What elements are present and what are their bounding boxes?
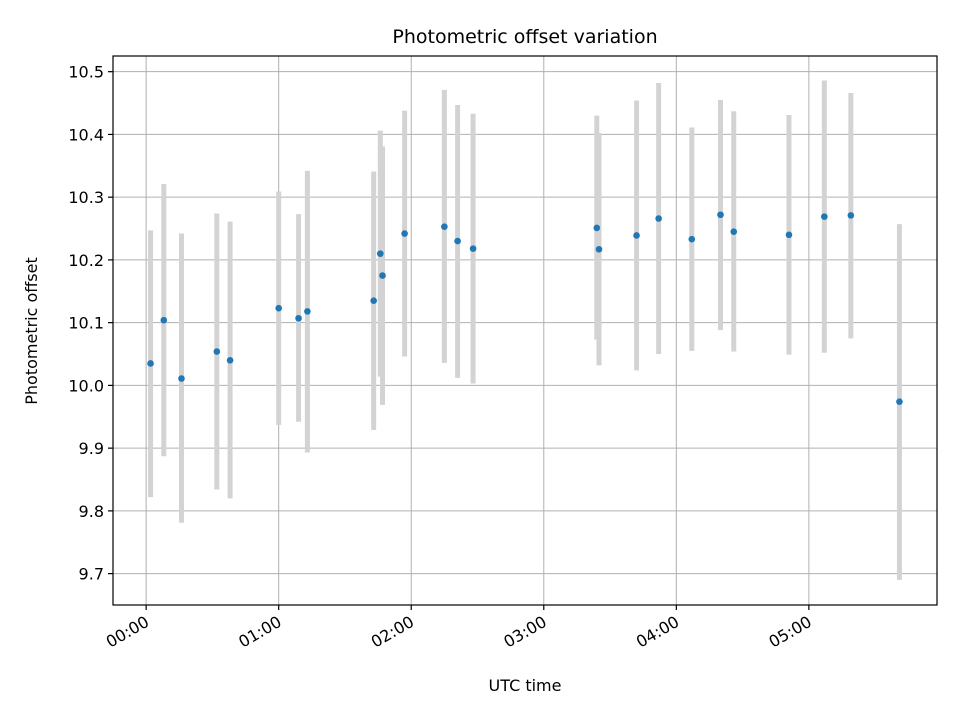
plot-frame — [112, 55, 938, 606]
data-point — [147, 360, 154, 367]
data-points — [147, 211, 903, 406]
data-point — [593, 224, 601, 232]
data-point — [379, 272, 386, 279]
y-tick-label: 9.7 — [79, 565, 104, 584]
data-point — [275, 304, 282, 312]
chart-title: Photometric offset variation — [392, 26, 657, 48]
y-tick-label: 10.2 — [68, 251, 104, 270]
data-point — [370, 297, 377, 304]
data-point — [226, 357, 234, 364]
data-point — [655, 215, 662, 222]
data-point — [454, 237, 461, 245]
data-point — [178, 375, 185, 382]
x-tick-label: 03:00 — [500, 612, 549, 652]
x-axis-ticks: 00:00 01:00 02:00 03:00 04:00 05:00 — [103, 605, 815, 652]
y-tick-label: 10.3 — [68, 188, 104, 207]
x-tick-label: 04:00 — [633, 612, 682, 652]
y-tick-label: 9.9 — [79, 439, 104, 458]
x-tick-label: 05:00 — [765, 612, 814, 652]
data-point — [160, 316, 168, 324]
data-point — [595, 245, 603, 253]
x-tick-label: 00:00 — [103, 612, 152, 652]
y-tick-label: 10.4 — [68, 125, 104, 144]
x-tick-label: 02:00 — [368, 612, 417, 652]
data-point — [688, 235, 696, 243]
y-tick-label: 10.1 — [68, 314, 104, 333]
grid — [113, 56, 937, 605]
data-point — [785, 231, 793, 239]
data-point — [213, 348, 221, 355]
data-point — [717, 211, 724, 219]
y-tick-label: 10.5 — [68, 63, 104, 82]
y-axis-title: Photometric offset — [22, 257, 41, 405]
data-point — [401, 230, 408, 237]
data-point — [633, 232, 640, 239]
data-point — [304, 308, 311, 315]
data-point — [295, 314, 302, 322]
errorbars — [148, 80, 902, 580]
y-axis-ticks: 9.7 9.8 9.9 10.0 10.1 10.2 10.3 10.4 10.5 — [68, 63, 113, 584]
x-tick-label: 01:00 — [235, 612, 284, 652]
y-tick-label: 10.0 — [68, 376, 104, 395]
data-point — [821, 213, 828, 220]
data-point — [441, 223, 448, 230]
y-tick-label: 9.8 — [79, 502, 104, 521]
data-point — [847, 212, 855, 219]
data-point — [730, 228, 738, 235]
data-point — [896, 398, 903, 406]
data-point — [377, 250, 384, 257]
x-axis-title: UTC time — [489, 676, 562, 695]
data-point — [469, 245, 477, 252]
